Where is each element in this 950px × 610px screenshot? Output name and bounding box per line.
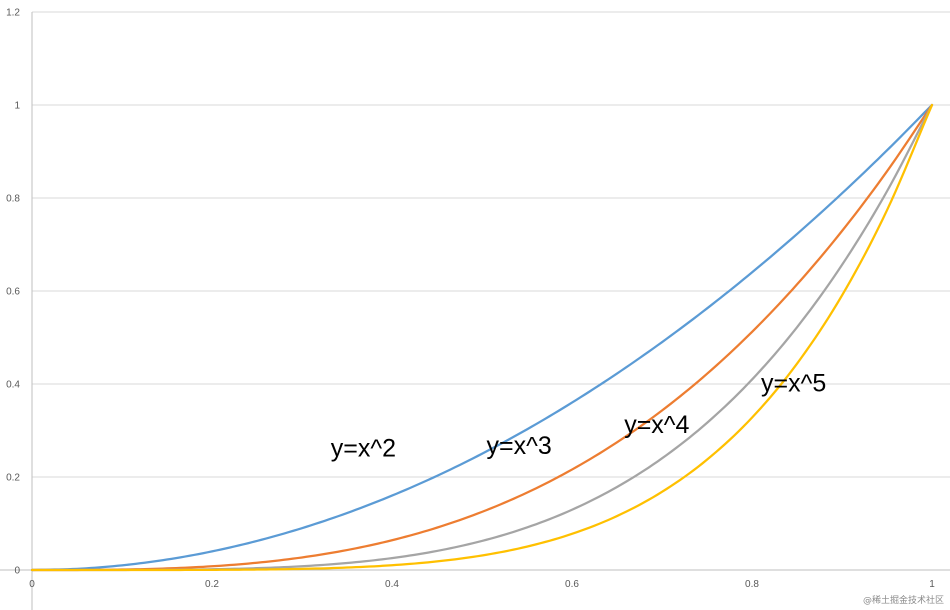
curve-annotations: y=x^2 y=x^3 y=x^4 y=x^5: [331, 369, 826, 462]
y-tick-label: 1.2: [6, 8, 20, 19]
x-tick-label: 0.2: [205, 579, 219, 590]
x-tick-label: 0: [29, 579, 35, 590]
axes: [0, 12, 950, 610]
annotation-label: y=x^2: [331, 434, 396, 462]
annotation-label: y=x^5: [761, 369, 826, 397]
series-line-2: [30, 103, 934, 572]
tick-labels: 0 0.2 0.4 0.6 0.8 1 1.2 0 0.2 0.4 0.6 0.8 1: [6, 8, 935, 591]
series-line-4: [30, 103, 934, 572]
series-line-3: [30, 103, 934, 572]
y-tick-label: 0.2: [6, 473, 20, 484]
series-lines: [30, 103, 934, 572]
x-tick-label: 1: [929, 579, 935, 590]
watermark: @稀土掘金技术社区: [862, 596, 944, 606]
gridlines: [32, 11, 950, 478]
x-tick-label: 0.6: [565, 579, 579, 590]
y-tick-label: 0.8: [6, 194, 20, 205]
annotation-label: y=x^4: [624, 411, 689, 439]
y-tick-label: 0.4: [6, 380, 20, 391]
y-tick-label: 0.6: [6, 287, 20, 298]
x-tick-label: 0.8: [745, 579, 759, 590]
x-tick-label: 0.4: [385, 579, 399, 590]
annotation-label: y=x^3: [487, 432, 552, 460]
y-tick-label: 1: [14, 101, 20, 112]
y-tick-label: 0: [14, 566, 20, 577]
series-line-5: [30, 103, 934, 572]
